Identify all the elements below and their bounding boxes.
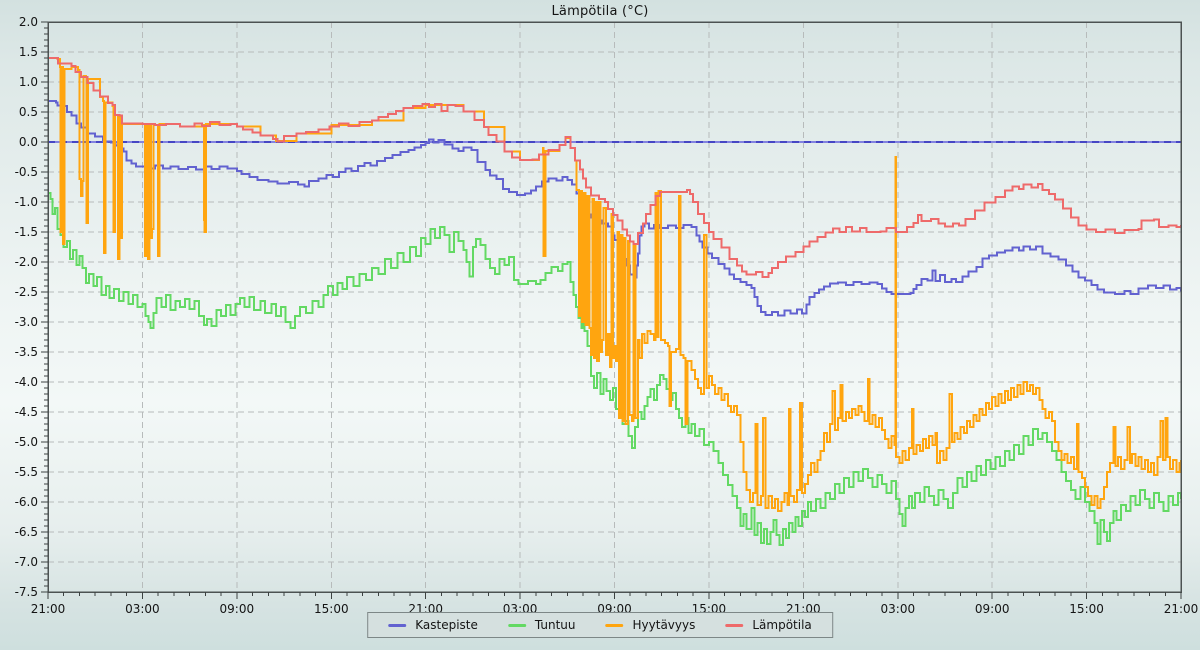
lampotila-line-swatch-icon xyxy=(725,623,744,627)
svg-text:0.5: 0.5 xyxy=(19,105,38,119)
svg-text:-5.5: -5.5 xyxy=(15,465,38,479)
svg-text:1.0: 1.0 xyxy=(19,75,38,89)
svg-text:03:00: 03:00 xyxy=(881,602,916,616)
svg-text:0.0: 0.0 xyxy=(19,135,38,149)
svg-text:2.0: 2.0 xyxy=(19,15,38,29)
svg-text:-3.0: -3.0 xyxy=(15,315,38,329)
legend-item-kastepiste: Kastepiste xyxy=(388,618,478,632)
svg-text:-7.0: -7.0 xyxy=(15,555,38,569)
legend-label-hyytavyys: Hyytävyys xyxy=(632,618,696,632)
svg-text:09:00: 09:00 xyxy=(220,602,255,616)
legend-item-lampotila: Lämpötila xyxy=(725,618,812,632)
legend-item-tuntuu: Tuntuu xyxy=(507,618,576,632)
legend-label-tuntuu: Tuntuu xyxy=(534,618,576,632)
svg-text:-1.5: -1.5 xyxy=(15,225,38,239)
svg-text:15:00: 15:00 xyxy=(1069,602,1104,616)
svg-text:09:00: 09:00 xyxy=(975,602,1010,616)
svg-text:-4.5: -4.5 xyxy=(15,405,38,419)
chart-legend: Kastepiste Tuntuu Hyytävyys Lämpötila xyxy=(367,612,833,638)
legend-label-kastepiste: Kastepiste xyxy=(415,618,478,632)
svg-text:-2.0: -2.0 xyxy=(15,255,38,269)
legend-item-hyytavyys: Hyytävyys xyxy=(605,618,696,632)
svg-text:-4.0: -4.0 xyxy=(15,375,38,389)
svg-text:21:00: 21:00 xyxy=(1164,602,1199,616)
kastepiste-line-swatch-icon xyxy=(388,623,407,627)
svg-text:-0.5: -0.5 xyxy=(15,165,38,179)
svg-text:-5.0: -5.0 xyxy=(15,435,38,449)
svg-text:15:00: 15:00 xyxy=(314,602,349,616)
tuntuu-line-swatch-icon xyxy=(507,623,526,627)
svg-text:-2.5: -2.5 xyxy=(15,285,38,299)
chart-title: Lämpötila (°C) xyxy=(551,4,649,19)
svg-text:03:00: 03:00 xyxy=(125,602,160,616)
svg-text:1.5: 1.5 xyxy=(19,45,38,59)
svg-text:-1.0: -1.0 xyxy=(15,195,38,209)
svg-text:-3.5: -3.5 xyxy=(15,345,38,359)
svg-text:-6.0: -6.0 xyxy=(15,495,38,509)
svg-text:-6.5: -6.5 xyxy=(15,525,38,539)
legend-label-lampotila: Lämpötila xyxy=(752,618,812,632)
hyytavyys-line-swatch-icon xyxy=(605,623,624,627)
svg-text:21:00: 21:00 xyxy=(31,602,66,616)
svg-text:-7.5: -7.5 xyxy=(15,585,38,599)
